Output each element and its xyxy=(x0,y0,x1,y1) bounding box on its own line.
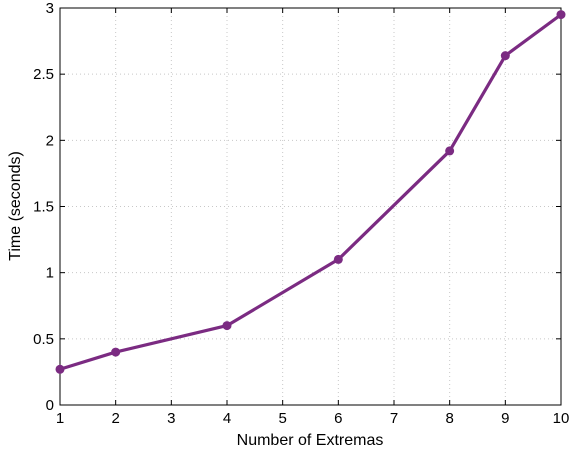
data-point xyxy=(500,51,510,61)
x-tick-labels: 1 2 3 4 5 6 7 8 9 10 xyxy=(56,410,570,427)
y-tick-label: 2.5 xyxy=(33,66,54,83)
data-point xyxy=(222,321,232,331)
series-group xyxy=(55,10,566,374)
data-point xyxy=(111,347,121,357)
y-tick-label: 1.5 xyxy=(33,199,54,216)
data-point xyxy=(55,364,65,374)
y-tick-labels: 0 0.5 1 1.5 2 2.5 3 xyxy=(33,0,54,414)
x-tick-label: 10 xyxy=(553,410,570,427)
x-tick-label: 6 xyxy=(334,410,342,427)
x-tick-label: 1 xyxy=(56,410,64,427)
y-tick-label: 1 xyxy=(46,265,54,282)
data-point xyxy=(445,146,455,156)
x-tick-label: 3 xyxy=(167,410,175,427)
x-axis-title: Number of Extremas xyxy=(237,432,384,449)
y-tick-label: 2 xyxy=(46,132,54,149)
x-tick-label: 8 xyxy=(445,410,453,427)
y-axis-title: Time (seconds) xyxy=(7,151,24,261)
x-tick-label: 9 xyxy=(501,410,509,427)
x-tick-label: 4 xyxy=(223,410,231,427)
axis-ticks xyxy=(59,7,562,406)
x-tick-label: 5 xyxy=(278,410,286,427)
x-tick-label: 7 xyxy=(390,410,398,427)
x-tick-label: 2 xyxy=(111,410,119,427)
plot-area xyxy=(60,8,561,405)
y-tick-label: 0 xyxy=(46,397,54,414)
y-tick-label: 0.5 xyxy=(33,331,54,348)
data-point xyxy=(556,10,566,20)
y-tick-label: 3 xyxy=(46,0,54,17)
data-point xyxy=(333,254,343,264)
